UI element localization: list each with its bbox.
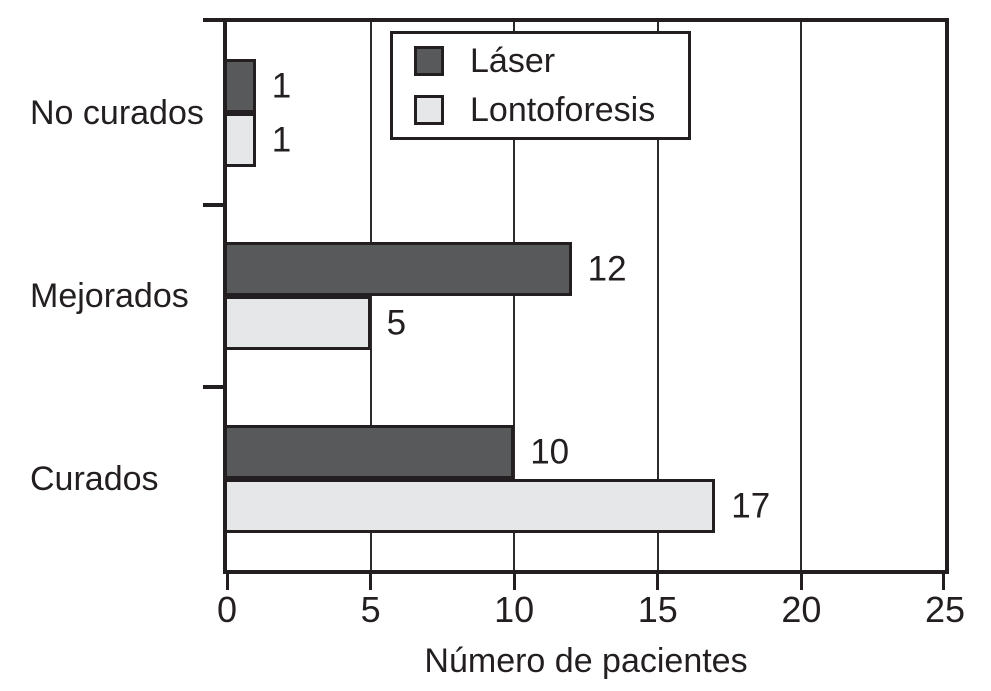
bar bbox=[227, 478, 716, 533]
x-axis-tick bbox=[225, 570, 229, 590]
x-tick-label: 0 bbox=[216, 589, 238, 630]
bar-value-label: 17 bbox=[731, 486, 771, 526]
bar-value-label: 5 bbox=[386, 303, 407, 343]
x-axis-tick bbox=[656, 570, 660, 590]
category-label: Curados bbox=[30, 459, 159, 498]
legend-label-laser: Láser bbox=[470, 42, 556, 80]
bar-value-label: 10 bbox=[530, 432, 570, 472]
bar-value-label: 1 bbox=[271, 66, 292, 106]
legend-label-lontoforesis: Lontoforesis bbox=[470, 91, 656, 129]
bar bbox=[227, 296, 371, 350]
gridline bbox=[513, 22, 516, 570]
legend-item-lontoforesis: Lontoforesis bbox=[393, 86, 688, 135]
x-tick-label: 25 bbox=[924, 589, 966, 630]
x-axis-tick bbox=[512, 570, 516, 590]
bar bbox=[227, 113, 256, 168]
y-axis-tick bbox=[203, 18, 227, 22]
x-axis-tick bbox=[942, 570, 945, 590]
gridline bbox=[369, 22, 372, 570]
bar-value-label: 12 bbox=[587, 249, 627, 289]
bar bbox=[227, 242, 572, 296]
lontoforesis-swatch-icon bbox=[414, 95, 444, 125]
laser-swatch-icon bbox=[414, 46, 444, 76]
bar bbox=[227, 59, 256, 114]
gridline bbox=[656, 22, 659, 570]
y-axis-tick bbox=[203, 202, 227, 207]
x-axis-title: Número de pacientes bbox=[424, 642, 748, 680]
x-tick-label: 20 bbox=[781, 589, 822, 630]
x-axis-tick bbox=[369, 570, 373, 590]
bar-value-label: 1 bbox=[271, 120, 292, 160]
y-axis-tick bbox=[203, 385, 227, 390]
gridline bbox=[800, 22, 803, 570]
legend-item-laser: Láser bbox=[393, 37, 688, 86]
category-label: Mejorados bbox=[30, 277, 189, 315]
x-tick-label: 5 bbox=[360, 589, 381, 630]
bar bbox=[227, 424, 515, 479]
legend: Láser Lontoforesis bbox=[390, 31, 691, 140]
x-tick-label: 10 bbox=[494, 589, 535, 630]
x-tick-label: 15 bbox=[637, 589, 678, 630]
category-label: No curados bbox=[30, 94, 204, 133]
x-axis-tick bbox=[799, 570, 803, 590]
